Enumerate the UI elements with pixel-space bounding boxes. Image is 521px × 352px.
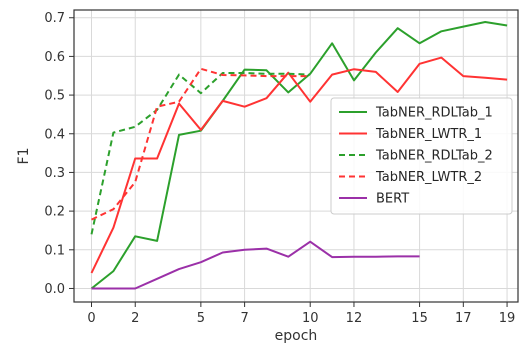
- x-tick-label: 15: [411, 311, 428, 326]
- x-tick-label: 17: [455, 311, 472, 326]
- series-lines: [90, 21, 508, 290]
- legend-label: BERT: [376, 192, 409, 207]
- y-tick-label: 0.1: [44, 243, 65, 258]
- axes-frame: [73, 9, 519, 303]
- x-tick-label: 0: [87, 311, 95, 326]
- x-tick-label: 7: [240, 311, 248, 326]
- x-axis-label: epoch: [275, 328, 318, 344]
- plot-frame: [73, 9, 519, 303]
- y-tick-label: 0.3: [44, 166, 65, 181]
- series-line-bert: [91, 240, 420, 290]
- y-axis-label: F1: [16, 148, 32, 165]
- x-tick-label: 2: [131, 311, 139, 326]
- legend-label: TabNER_LWTR_1: [375, 127, 482, 142]
- x-tick-label: 12: [346, 311, 363, 326]
- legend-box: [330, 97, 513, 215]
- legend: TabNER_RDLTab_1 TabNER_LWTR_1 TabNER_RDLTa…: [330, 97, 513, 215]
- y-tick-label: 0.5: [44, 89, 65, 104]
- legend-label: TabNER_RDLTab_2: [375, 149, 493, 164]
- y-tick-label: 0.7: [44, 11, 65, 26]
- y-tick-label: 0.6: [44, 50, 65, 65]
- x-tick-label: 10: [302, 311, 319, 326]
- series-line-tabner-rdltab-2: [90, 72, 311, 235]
- grid: [74, 10, 518, 302]
- y-tick-label: 0.2: [44, 205, 65, 220]
- series-line-tabner-lwtr-1: [90, 56, 508, 274]
- axis-ticks: 0 2 5 7 10 12 15 17 19 0.0 0.1 0.2 0.3 0.4 0.5 0.6 0.7: [44, 11, 515, 326]
- series-line-tabner-rdltab-1: [90, 21, 508, 290]
- series-line-tabner-lwtr-2: [91, 67, 311, 221]
- y-tick-label: 0.0: [44, 282, 65, 297]
- x-tick-label: 5: [197, 311, 205, 326]
- legend-label: TabNER_LWTR_2: [375, 170, 482, 185]
- x-tick-label: 19: [499, 311, 516, 326]
- y-tick-label: 0.4: [44, 127, 65, 142]
- legend-label: TabNER_RDLTab_1: [375, 106, 493, 121]
